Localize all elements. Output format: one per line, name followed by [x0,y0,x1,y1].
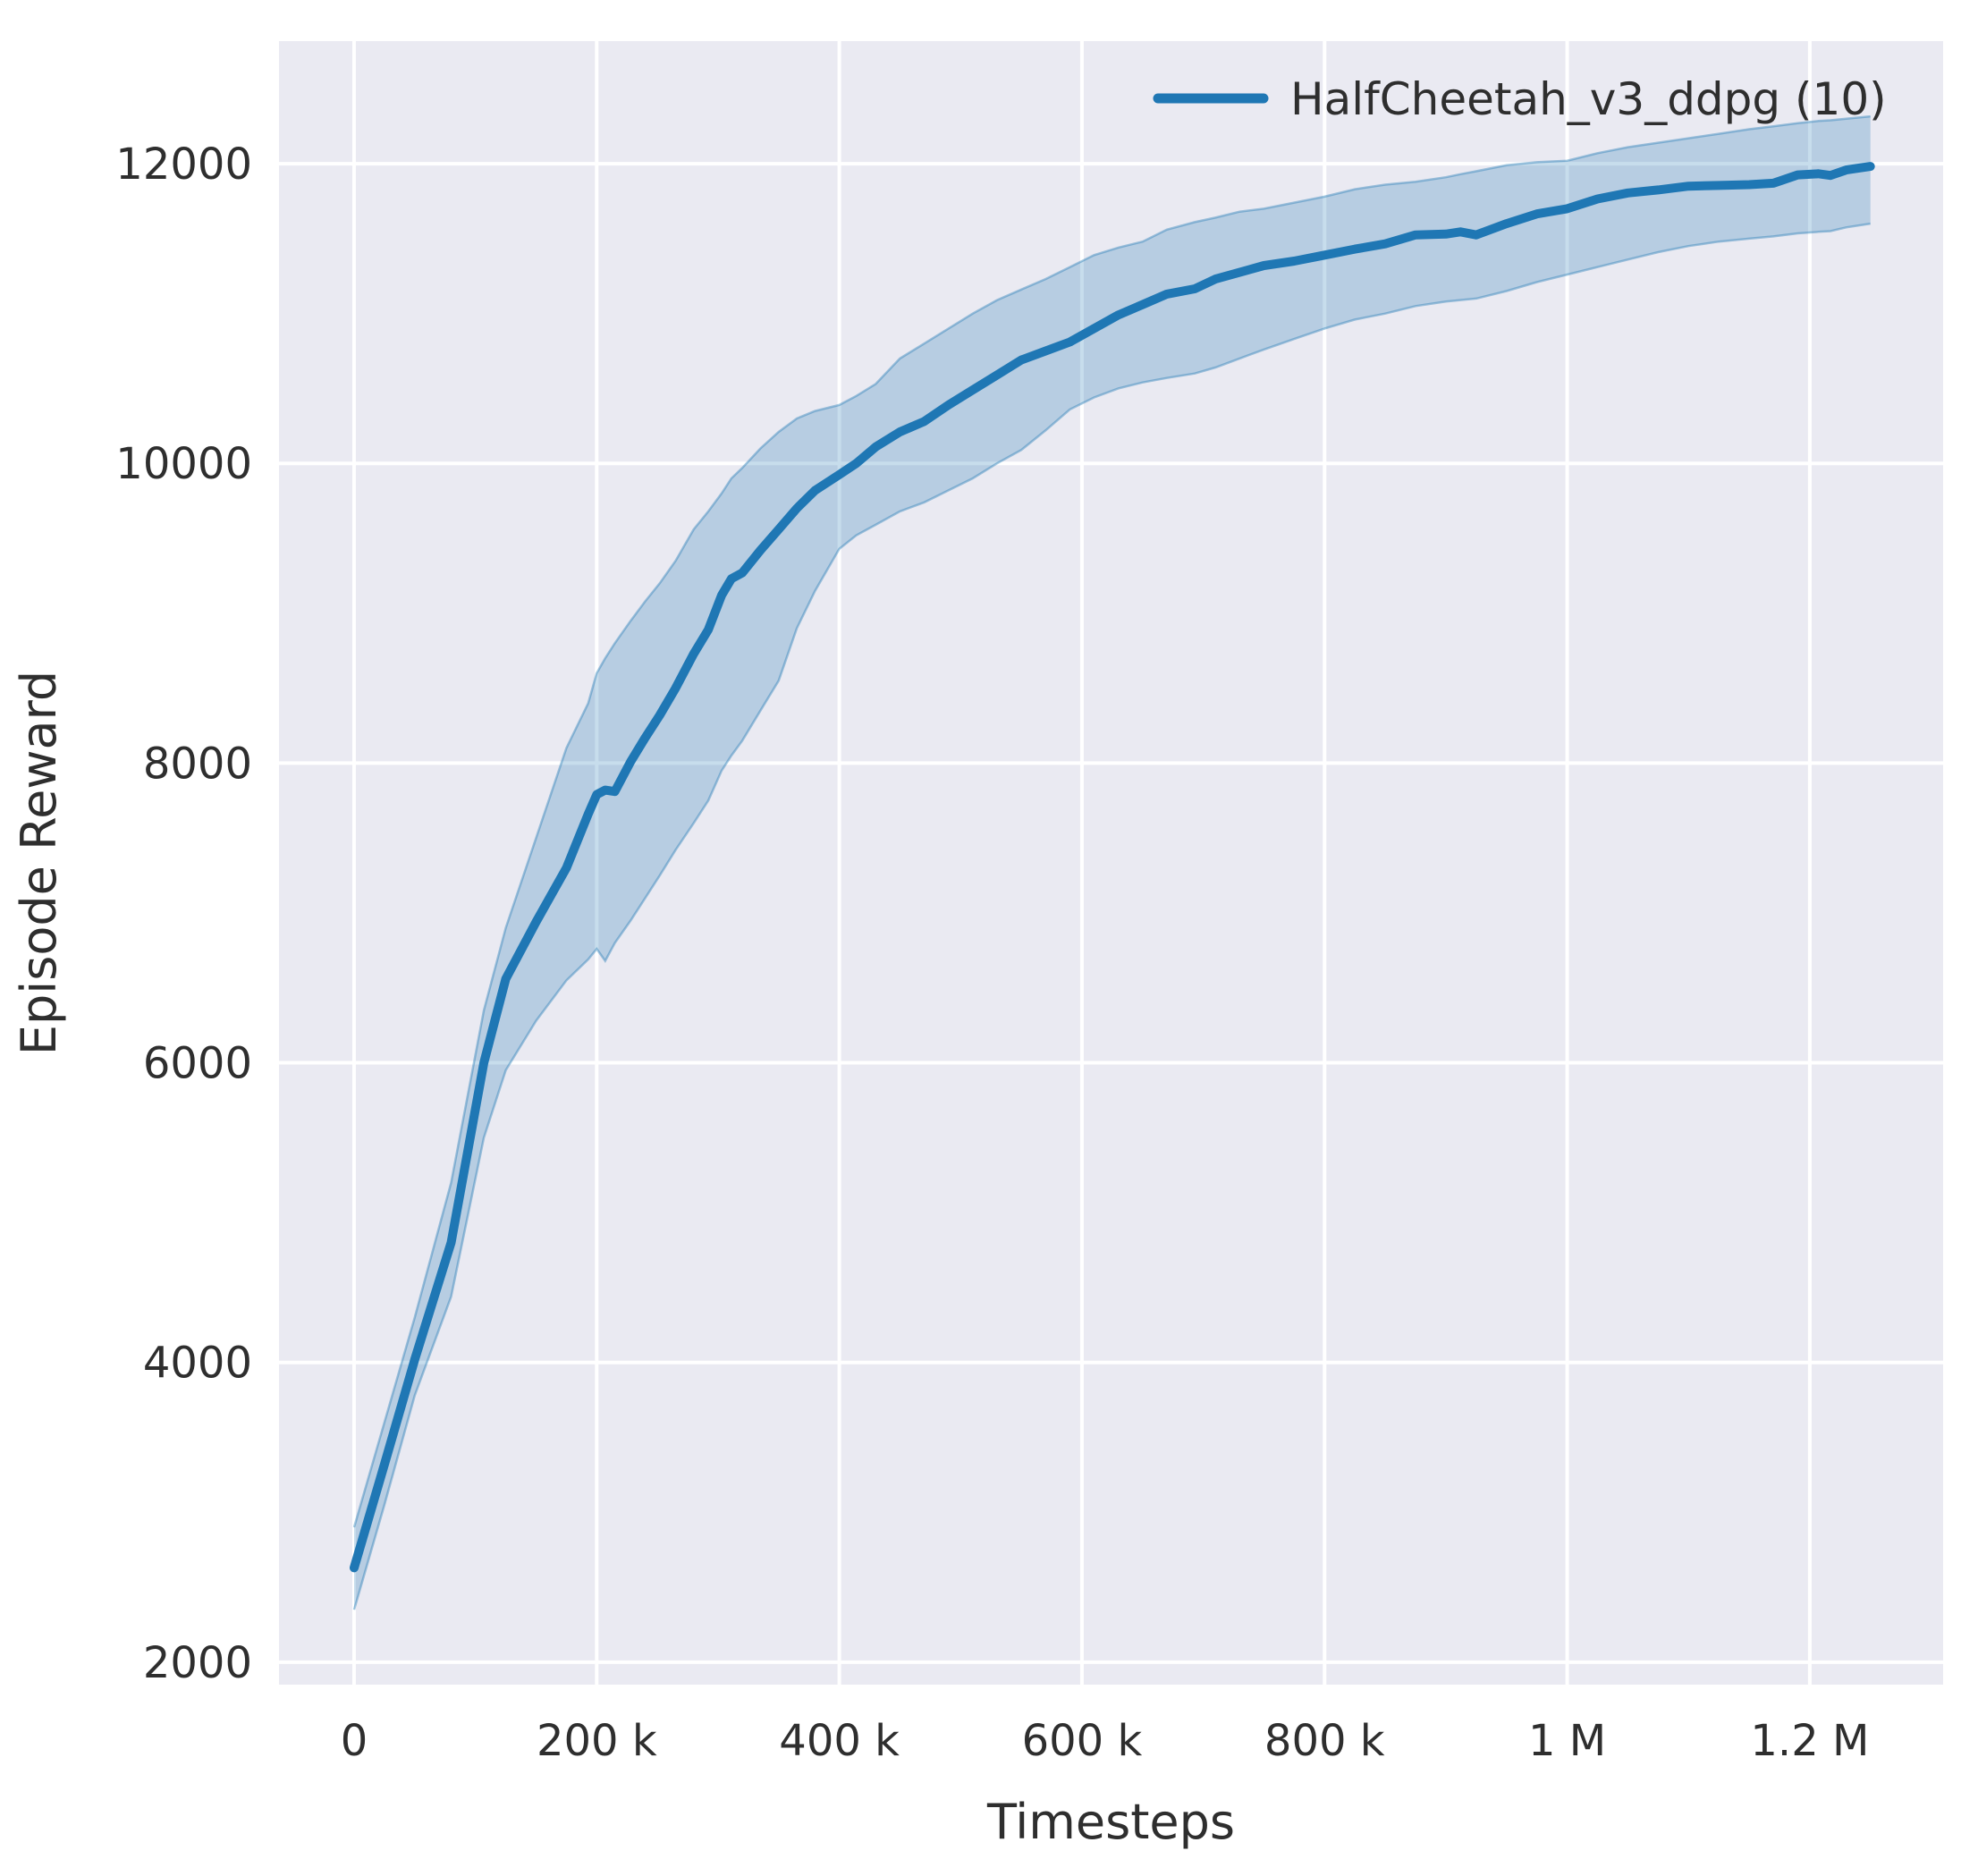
band-lower-edge [352,222,1871,1610]
confidence-band [354,116,1871,1610]
x-tick-label: 600 k [1022,1716,1143,1766]
series-halfcheetah-ddpg [350,114,1875,1610]
x-axis-label: Timesteps [986,1794,1235,1850]
y-tick-label: 4000 [143,1339,252,1389]
x-tick-label: 1.2 M [1750,1716,1869,1766]
mean-line [350,162,1875,1573]
y-tick-label: 6000 [143,1039,252,1089]
y-tick-label: 12000 [115,139,252,190]
legend-label: HalfCheetah_v3_ddpg (10) [1290,73,1887,125]
y-tick-label: 8000 [143,739,252,789]
x-tick-label: 200 k [537,1716,657,1766]
y-axis-label: Episode Reward [11,671,67,1055]
gridlines [279,41,1943,1685]
x-tick-label: 0 [341,1716,368,1766]
x-tick-label: 800 k [1264,1716,1385,1766]
y-tick-label: 10000 [115,439,252,489]
legend: HalfCheetah_v3_ddpg (10) [1153,73,1887,125]
y-tick-label: 2000 [143,1638,252,1688]
tick-labels: 0 200 k 400 k 600 k 800 k 1 M 1.2 M 2000 4000 600… [115,139,1869,1766]
band-upper-edge [352,114,1871,1528]
x-tick-label: 1 M [1528,1716,1606,1766]
x-tick-label: 400 k [779,1716,900,1766]
